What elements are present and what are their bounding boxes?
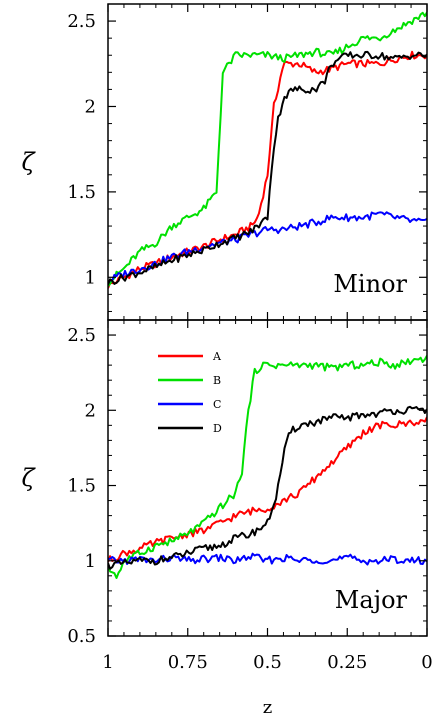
- x-tick-label: 0.5: [253, 652, 282, 673]
- x-tick-label: 0.25: [327, 652, 367, 673]
- series-line-b: [108, 355, 427, 579]
- series-line-d: [108, 50, 427, 285]
- y-tick-label: 0.5: [67, 626, 96, 647]
- series-line-c: [108, 552, 427, 566]
- y-tick-label: 1.5: [67, 182, 96, 203]
- panel-label: Major: [335, 586, 408, 614]
- y-tick-label: 2: [85, 96, 96, 117]
- series-line-a: [108, 50, 427, 289]
- legend-label-d: D: [213, 422, 222, 435]
- x-axis-label: z: [263, 697, 272, 718]
- y-tick-label: 1: [85, 267, 96, 288]
- x-tick-label: 0.75: [168, 652, 208, 673]
- y-tick-label: 2: [85, 400, 96, 421]
- x-tick-label: 1: [102, 652, 113, 673]
- y-tick-label: 1: [85, 551, 96, 572]
- y-axis-label: ζ: [21, 464, 36, 492]
- panel-minor: 1 1.5 2 2.5 ζ Minor: [21, 3, 428, 321]
- panel-label: Minor: [333, 270, 407, 298]
- legend-label-b: B: [213, 374, 221, 387]
- legend-label-c: C: [213, 398, 221, 411]
- series-line-b: [108, 11, 427, 287]
- y-tick-label: 1.5: [67, 476, 96, 497]
- series-line-a: [108, 416, 427, 563]
- series-group: [108, 355, 427, 579]
- y-tick-label: 2.5: [67, 325, 96, 346]
- legend-label-a: A: [212, 350, 222, 363]
- x-tick-label: 0: [421, 652, 432, 673]
- series-group: [108, 11, 427, 289]
- series-line-d: [108, 405, 427, 570]
- y-tick-label: 2.5: [67, 11, 96, 32]
- y-axis-label: ζ: [21, 148, 36, 176]
